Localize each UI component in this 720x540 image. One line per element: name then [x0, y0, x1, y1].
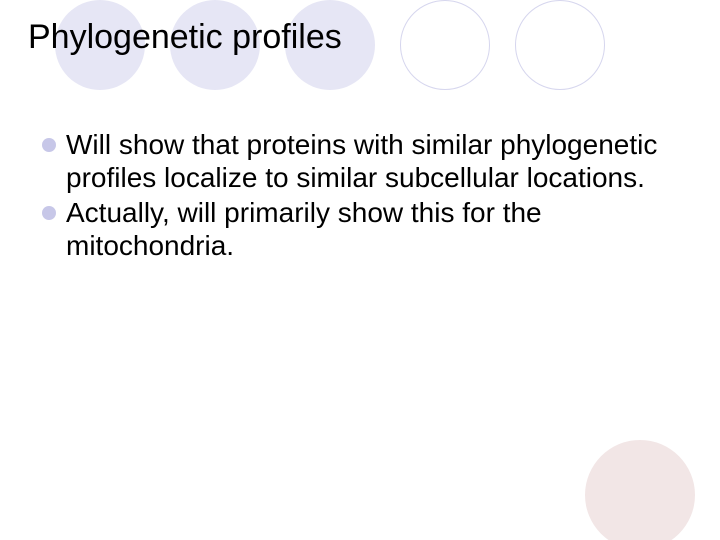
- slide: Phylogenetic profiles Will show that pro…: [0, 0, 720, 540]
- decor-circle-4: [515, 0, 605, 90]
- decor-circle-3: [400, 0, 490, 90]
- bullet-item: Will show that proteins with similar phy…: [42, 128, 662, 194]
- slide-title: Phylogenetic profiles: [28, 18, 342, 57]
- bullet-text: Actually, will primarily show this for t…: [66, 196, 662, 262]
- slide-body: Will show that proteins with similar phy…: [42, 128, 662, 264]
- bullet-icon: [42, 206, 56, 220]
- bullet-text: Will show that proteins with similar phy…: [66, 128, 662, 194]
- bullet-icon: [42, 138, 56, 152]
- bullet-item: Actually, will primarily show this for t…: [42, 196, 662, 262]
- decor-circle-5: [585, 440, 695, 540]
- background-circles: [0, 0, 720, 540]
